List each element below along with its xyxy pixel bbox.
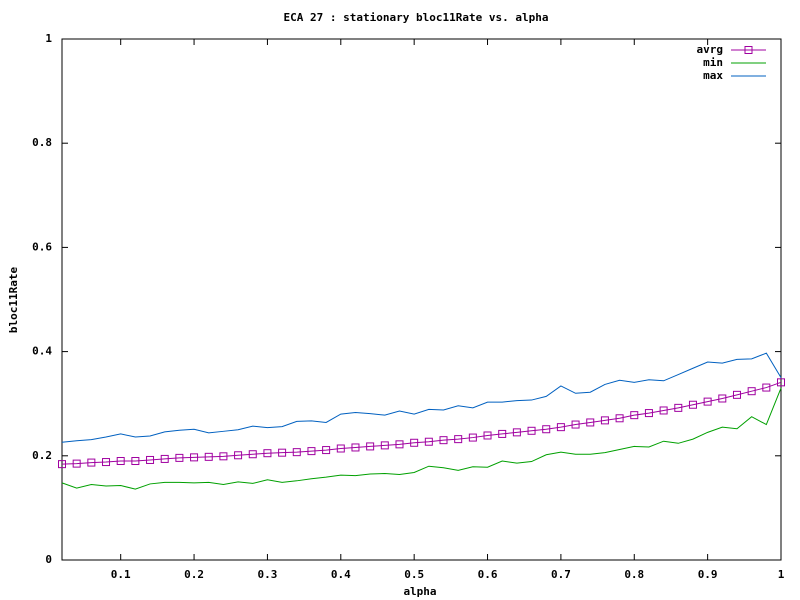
point-marker	[351, 443, 360, 452]
point-marker	[498, 429, 507, 438]
x-tick-label: 0.8	[624, 568, 644, 581]
point-marker	[219, 452, 228, 461]
point-marker	[527, 426, 536, 435]
y-tick-label: 0.6	[32, 240, 52, 253]
point-marker	[542, 425, 551, 434]
point-marker	[439, 436, 448, 445]
point-marker	[380, 441, 389, 450]
point-marker	[146, 455, 155, 464]
point-marker	[102, 458, 111, 467]
legend-label: min	[703, 56, 723, 69]
point-marker	[468, 433, 477, 442]
point-marker	[160, 454, 169, 463]
plot-frame	[61, 38, 782, 561]
x-tick-label: 0.5	[404, 568, 424, 581]
point-marker	[307, 447, 316, 456]
point-marker	[58, 460, 66, 469]
point-marker	[424, 437, 433, 446]
point-marker	[659, 406, 668, 415]
point-marker	[747, 387, 756, 396]
point-marker	[175, 453, 184, 462]
legend-label: max	[703, 69, 723, 82]
x-tick-label: 1	[778, 568, 785, 581]
series-line	[61, 387, 782, 490]
point-marker	[116, 457, 125, 466]
point-marker	[87, 458, 96, 467]
legend-marker	[744, 46, 753, 54]
chart-title: ECA 27 : stationary bloc11Rate vs. alpha	[284, 11, 549, 24]
point-marker	[278, 448, 287, 457]
series-line	[61, 352, 782, 443]
point-marker	[336, 444, 345, 453]
point-marker	[190, 453, 199, 462]
point-marker	[366, 442, 375, 451]
point-marker	[410, 438, 419, 447]
point-marker	[556, 423, 565, 432]
point-marker	[600, 416, 609, 425]
point-marker	[234, 451, 243, 460]
x-tick-label: 0.1	[111, 568, 131, 581]
point-marker	[72, 459, 81, 468]
x-tick-label: 0.4	[331, 568, 351, 581]
x-tick-label: 0.2	[184, 568, 204, 581]
point-marker	[630, 411, 639, 420]
point-marker	[248, 450, 257, 459]
point-marker	[292, 448, 301, 457]
y-tick-label: 0.8	[32, 136, 52, 149]
x-tick-label: 0.3	[257, 568, 277, 581]
point-marker	[571, 420, 580, 429]
point-marker	[732, 390, 741, 399]
y-tick-label: 1	[45, 32, 52, 45]
point-marker	[674, 403, 683, 412]
point-marker	[454, 435, 463, 444]
point-marker	[483, 431, 492, 440]
point-marker	[131, 457, 140, 466]
y-axis-label: bloc11Rate	[7, 267, 20, 334]
point-marker	[688, 400, 697, 409]
point-marker	[322, 446, 331, 455]
point-marker	[718, 394, 727, 403]
series-line	[61, 381, 782, 465]
point-marker	[703, 397, 712, 406]
point-marker	[263, 449, 272, 458]
x-tick-label: 0.9	[698, 568, 718, 581]
point-marker	[644, 409, 653, 418]
legend-label: avrg	[697, 43, 724, 56]
point-marker	[204, 452, 213, 461]
x-tick-label: 0.6	[478, 568, 498, 581]
y-tick-label: 0.4	[32, 345, 52, 358]
point-marker	[777, 378, 785, 387]
point-marker	[395, 440, 404, 449]
point-marker	[762, 383, 771, 392]
point-marker	[586, 418, 595, 427]
x-axis-label: alpha	[403, 585, 436, 598]
y-tick-label: 0	[45, 553, 52, 566]
point-marker	[615, 414, 624, 423]
point-marker	[512, 428, 521, 437]
x-tick-label: 0.7	[551, 568, 571, 581]
y-tick-label: 0.2	[32, 449, 52, 462]
